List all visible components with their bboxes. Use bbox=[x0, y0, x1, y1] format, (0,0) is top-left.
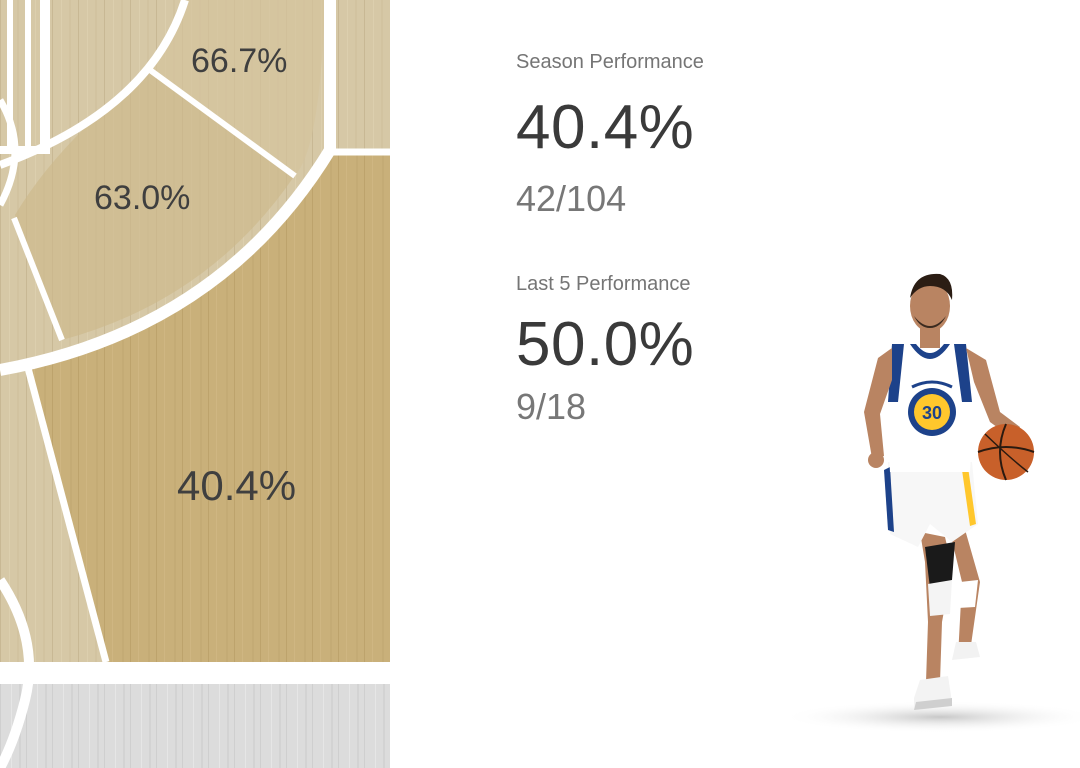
zone-a-fill[interactable] bbox=[150, 0, 325, 175]
court-shot-chart: 66.7% 63.0% 40.4% bbox=[0, 0, 390, 768]
season-performance-fraction: 42/104 bbox=[516, 178, 627, 219]
last5-performance-heading: Last 5 Performance bbox=[516, 273, 691, 295]
season-performance-percentage: 40.4% bbox=[516, 93, 695, 162]
zone-b-percentage[interactable]: 63.0% bbox=[94, 179, 191, 217]
basketball-icon bbox=[978, 424, 1034, 480]
season-performance-heading: Season Performance bbox=[516, 51, 704, 73]
player-illustration: 30 bbox=[780, 273, 1080, 733]
jersey-number: 30 bbox=[922, 403, 942, 423]
last5-performance-fraction: 9/18 bbox=[516, 386, 587, 427]
court-graphic bbox=[0, 0, 390, 768]
zone-a-percentage[interactable]: 66.7% bbox=[191, 42, 288, 80]
zone-c-percentage[interactable]: 40.4% bbox=[177, 462, 297, 509]
player-shadow bbox=[780, 701, 1080, 733]
stats-panel: Season Performance 40.4% 42/104 Last 5 P… bbox=[516, 0, 846, 768]
court-floor-gray bbox=[0, 684, 390, 768]
player-image: 30 bbox=[780, 262, 1080, 742]
zone-b-fill[interactable] bbox=[15, 72, 295, 340]
zone-c-fill[interactable] bbox=[28, 152, 390, 662]
last5-performance-percentage: 50.0% bbox=[516, 310, 695, 379]
court-lines bbox=[0, 0, 390, 768]
